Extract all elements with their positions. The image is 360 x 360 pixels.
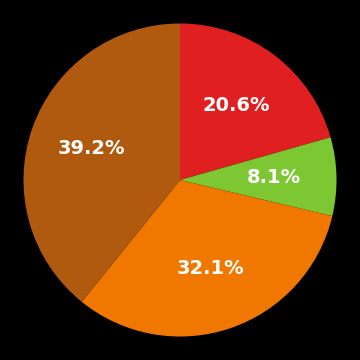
Text: 20.6%: 20.6% — [203, 95, 270, 114]
Text: 39.2%: 39.2% — [58, 139, 125, 158]
Text: 32.1%: 32.1% — [177, 259, 244, 278]
Wedge shape — [180, 23, 330, 180]
Wedge shape — [82, 180, 332, 337]
Wedge shape — [23, 23, 180, 302]
Wedge shape — [180, 137, 337, 216]
Text: 8.1%: 8.1% — [247, 168, 301, 188]
